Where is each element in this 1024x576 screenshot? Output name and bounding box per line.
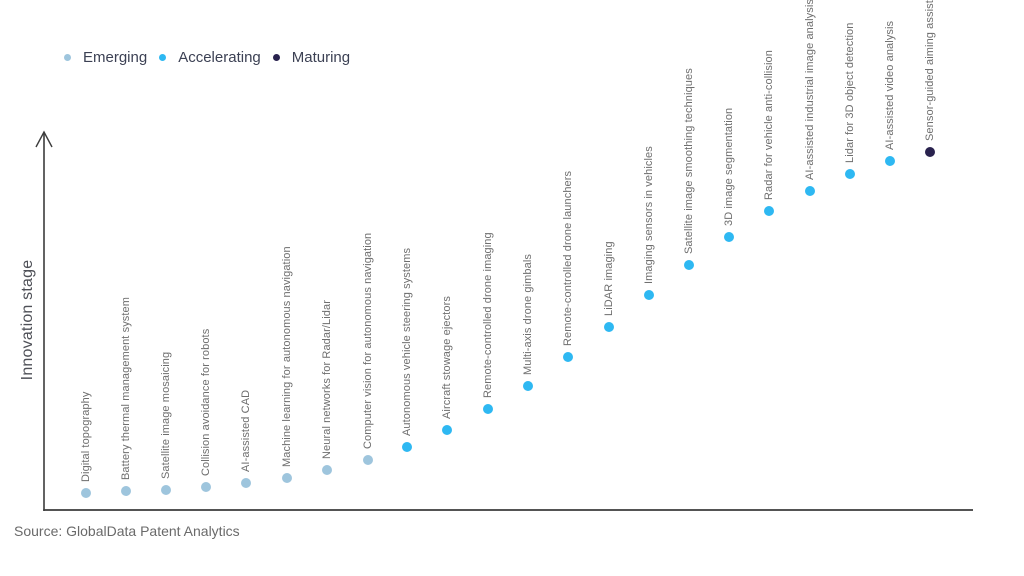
data-point [241, 478, 251, 488]
data-point-label: Lidar for 3D object detection [844, 22, 856, 163]
data-point-label: AI-assisted industrial image analysis [804, 0, 816, 180]
data-point [81, 488, 91, 498]
legend-swatch-icon [272, 54, 280, 61]
data-point [845, 169, 855, 179]
data-point-label: Aircraft stowage ejectors [441, 296, 453, 419]
data-point [442, 425, 452, 435]
data-point [684, 260, 694, 270]
legend-swatch-icon [64, 54, 71, 61]
data-point [604, 322, 614, 332]
data-point-label: Remote-controlled drone launchers [562, 170, 574, 346]
data-point-label: Autonomous vehicle steering systems [401, 247, 413, 436]
legend-item: Accelerating [159, 49, 261, 66]
data-point [161, 485, 171, 495]
data-point-label: Sensor-guided aiming assists [924, 0, 936, 141]
data-point [925, 147, 935, 157]
legend-label: Maturing [291, 49, 351, 66]
data-point-label: Remote-controlled drone imaging [482, 232, 494, 398]
data-point-label: Collision avoidance for robots [200, 328, 212, 476]
data-point-label: Satellite image smoothing techniques [683, 68, 695, 254]
data-point-label: AI-assisted CAD [240, 389, 252, 472]
legend-item: Emerging [64, 49, 147, 66]
data-point-label: Imaging sensors in vehicles [643, 146, 655, 284]
data-point [282, 473, 292, 483]
data-point [523, 381, 533, 391]
data-point [805, 186, 815, 196]
data-point [201, 482, 211, 492]
data-point [885, 156, 895, 166]
data-point [483, 404, 493, 414]
data-point-label: Computer vision for autonomous navigatio… [362, 232, 374, 449]
legend-label: Emerging [83, 49, 148, 66]
data-point [121, 486, 131, 496]
data-point-label: Neural networks for Radar/Lidar [321, 299, 333, 459]
data-point-label: Machine learning for autonomous navigati… [281, 246, 293, 467]
legend-item: Maturing [272, 49, 351, 66]
data-point [764, 206, 774, 216]
data-point [402, 442, 412, 452]
data-point-label: 3D image segmentation [723, 107, 735, 226]
source-attribution: Source: GlobalData Patent Analytics [14, 523, 240, 539]
data-point [563, 352, 573, 362]
legend-swatch-icon [159, 54, 167, 61]
legend-label: Accelerating [178, 49, 261, 66]
data-point-label: Digital topography [80, 391, 92, 482]
legend: Emerging Accelerating Maturing [64, 49, 350, 66]
data-point-label: AI-assisted video analysis [884, 20, 896, 150]
data-point-label: LiDAR imaging [603, 241, 615, 316]
data-point-label: Battery thermal management system [120, 296, 132, 480]
data-point [322, 465, 332, 475]
data-point-label: Multi-axis drone gimbals [522, 254, 534, 375]
data-point-label: Radar for vehicle anti-collision [763, 50, 775, 200]
data-point [724, 232, 734, 242]
data-point [644, 290, 654, 300]
data-point-label: Satellite image mosaicing [160, 351, 172, 479]
data-point [363, 455, 373, 465]
